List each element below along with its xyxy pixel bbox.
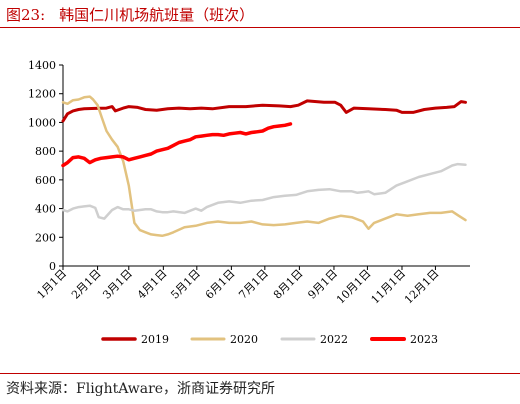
y-tick-label: 200 xyxy=(35,231,56,244)
y-tick-label: 1400 xyxy=(28,59,56,72)
legend-label-2023: 2023 xyxy=(410,333,438,346)
source-note: 资料来源：FlightAware，浙商证券研究所 xyxy=(6,381,276,397)
figure-number: 图23: xyxy=(6,6,46,24)
y-tick-label: 1200 xyxy=(28,88,56,101)
series-line-2023 xyxy=(61,122,293,168)
x-tick-label: 3月1日 xyxy=(100,267,135,302)
x-tick-label: 7月1日 xyxy=(236,267,271,302)
y-tick-label: 0 xyxy=(49,260,56,273)
x-tick-label: 5月1日 xyxy=(168,267,203,302)
x-tick-label: 8月1日 xyxy=(271,267,306,302)
legend-label-2020: 2020 xyxy=(230,333,258,346)
x-tick-label: 10月1日 xyxy=(334,267,374,307)
legend-label-2019: 2019 xyxy=(141,333,169,346)
y-tick-label: 1000 xyxy=(28,116,56,129)
y-tick-label: 600 xyxy=(35,174,56,187)
series-line-2019 xyxy=(61,99,467,123)
series-line-2020 xyxy=(61,95,467,238)
series-line-2022 xyxy=(61,162,467,220)
x-tick-label: 2月1日 xyxy=(69,267,104,302)
x-tick-label: 11月1日 xyxy=(369,267,409,307)
y-tick-label: 400 xyxy=(35,203,56,216)
y-tick-label: 800 xyxy=(35,145,56,158)
title-divider xyxy=(0,27,520,28)
title-text: 韩国仁川机场航班量（班次） xyxy=(59,6,255,24)
chart-title: 图23: 韩国仁川机场航班量（班次） xyxy=(6,4,254,25)
x-tick-label: 12月1日 xyxy=(402,267,442,307)
source-divider xyxy=(0,373,520,374)
x-tick-label: 6月1日 xyxy=(203,267,238,302)
legend-label-2022: 2022 xyxy=(320,333,348,346)
x-tick-label: 4月1日 xyxy=(135,267,170,302)
